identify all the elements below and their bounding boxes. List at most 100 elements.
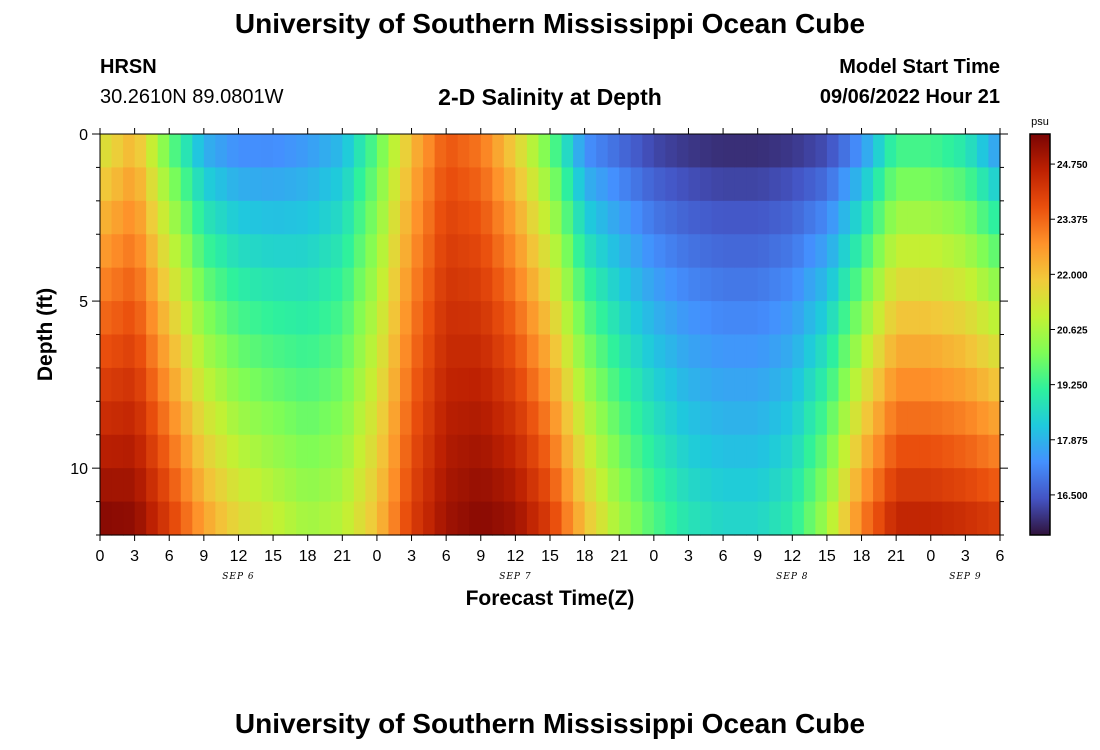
heatmap-cell (838, 367, 851, 402)
heatmap-cell (803, 434, 816, 469)
heatmap-cell (123, 134, 136, 169)
heatmap-cell (573, 334, 586, 369)
heatmap-cell (538, 334, 551, 369)
heatmap-cell (930, 501, 943, 536)
heatmap-cell (573, 267, 586, 302)
heatmap-cell (953, 468, 966, 503)
heatmap-cell (976, 367, 990, 402)
heatmap-cell (665, 401, 678, 436)
heatmap-cell (423, 200, 436, 235)
heatmap-cell (111, 468, 124, 503)
heatmap-cell (884, 234, 897, 269)
heatmap-cell (307, 134, 320, 169)
heatmap-cell (896, 501, 909, 536)
heatmap-cell (123, 501, 136, 536)
heatmap-cell (538, 401, 551, 436)
heatmap-cell (596, 301, 609, 336)
heatmap-cell (226, 134, 240, 169)
heatmap-cell (792, 334, 805, 369)
heatmap-cell (134, 267, 147, 302)
heatmap-cell (446, 267, 459, 302)
heatmap-cell (976, 200, 990, 235)
x-tick-label: 15 (264, 548, 282, 565)
heatmap-cell (919, 200, 932, 235)
heatmap-cell (965, 334, 978, 369)
heatmap-cell (273, 434, 286, 469)
heatmap-cell (330, 167, 343, 202)
heatmap-cell (192, 267, 205, 302)
heatmap-cell (192, 401, 205, 436)
heatmap-cell (411, 501, 424, 536)
heatmap-cell (469, 200, 482, 235)
heatmap-cell (238, 468, 251, 503)
heatmap-cell (919, 301, 932, 336)
heatmap-cell (815, 267, 828, 302)
heatmap-cell (526, 167, 540, 202)
heatmap-cell (700, 401, 713, 436)
heatmap-cell (376, 167, 390, 202)
heatmap-cell (573, 200, 586, 235)
heatmap-cell (388, 334, 401, 369)
heatmap-cell (723, 234, 736, 269)
heatmap-cell (676, 334, 690, 369)
heatmap-cell (400, 267, 413, 302)
heatmap-cell (480, 401, 493, 436)
heatmap-cell (250, 200, 263, 235)
heatmap-cell (907, 267, 920, 302)
heatmap-cell (434, 200, 447, 235)
heatmap-cell (526, 301, 540, 336)
heatmap-cell (342, 401, 355, 436)
heatmap-cell (365, 134, 378, 169)
heatmap-cell (388, 301, 401, 336)
heatmap-cell (307, 301, 320, 336)
heatmap-cell (365, 468, 378, 503)
heatmap-cell (250, 267, 263, 302)
heatmap-cell (134, 134, 147, 169)
heatmap-cell (711, 367, 724, 402)
model-start-label: Model Start Time (839, 56, 1000, 78)
heatmap-cell (203, 234, 216, 269)
heatmap-cell (942, 267, 955, 302)
heatmap-cell (296, 434, 309, 469)
heatmap-cell (780, 267, 793, 302)
heatmap-cell (457, 200, 470, 235)
heatmap-cell (100, 167, 113, 202)
heatmap-cell (607, 468, 620, 503)
heatmap-cell (838, 401, 851, 436)
heatmap-cell (988, 267, 1001, 302)
y-tick-label: 10 (70, 461, 88, 478)
heatmap-cell (180, 401, 193, 436)
heatmap-cell (861, 167, 874, 202)
heatmap-cell (780, 301, 793, 336)
heatmap-cell (896, 468, 909, 503)
heatmap-cell (100, 434, 113, 469)
heatmap-cell (376, 200, 390, 235)
heatmap-cell (538, 301, 551, 336)
heatmap-cell (700, 200, 713, 235)
heatmap-cell (826, 301, 840, 336)
heatmap-cell (630, 134, 643, 169)
heatmap-cell (353, 367, 366, 402)
heatmap-cell (550, 134, 563, 169)
heatmap-cell (884, 167, 897, 202)
heatmap-cell (965, 301, 978, 336)
heatmap-cell (873, 468, 886, 503)
heatmap-cell (838, 468, 851, 503)
heatmap-cell (400, 234, 413, 269)
heatmap-cell (123, 367, 136, 402)
heatmap-cell (307, 468, 320, 503)
heatmap-cell (123, 434, 136, 469)
heatmap-cell (711, 267, 724, 302)
heatmap-cell (873, 501, 886, 536)
heatmap-cell (319, 234, 332, 269)
heatmap-cell (146, 468, 159, 503)
heatmap-cell (561, 401, 574, 436)
heatmap-cell (792, 401, 805, 436)
heatmap-cell (261, 134, 274, 169)
heatmap-cell (261, 501, 274, 536)
heatmap-cell (503, 200, 516, 235)
heatmap-cell (434, 468, 447, 503)
heatmap-cell (434, 501, 447, 536)
heatmap-cell (757, 468, 770, 503)
heatmap-cell (838, 267, 851, 302)
